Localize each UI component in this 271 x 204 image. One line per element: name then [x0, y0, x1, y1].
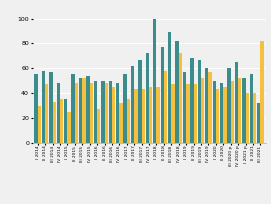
Bar — [260, 41, 264, 143]
Bar — [190, 58, 193, 143]
Bar — [198, 60, 201, 143]
Bar — [134, 89, 138, 143]
Bar — [97, 109, 101, 143]
Bar — [38, 105, 41, 143]
Bar — [116, 83, 119, 143]
Bar — [75, 83, 78, 143]
Bar — [64, 99, 67, 143]
Bar — [101, 81, 105, 143]
Bar — [186, 84, 189, 143]
Bar — [193, 84, 197, 143]
Bar — [45, 84, 49, 143]
Bar — [156, 87, 160, 143]
Bar — [171, 84, 175, 143]
Bar — [131, 66, 134, 143]
Bar — [82, 78, 86, 143]
Bar — [109, 81, 112, 143]
Bar — [86, 76, 90, 143]
Bar — [216, 89, 219, 143]
Bar — [79, 78, 82, 143]
Bar — [205, 68, 208, 143]
Bar — [242, 78, 246, 143]
Bar — [250, 74, 253, 143]
Bar — [257, 103, 260, 143]
Bar — [105, 83, 108, 143]
Bar — [238, 78, 241, 143]
Bar — [146, 53, 149, 143]
Bar — [49, 72, 53, 143]
Bar — [246, 93, 249, 143]
Bar — [223, 87, 227, 143]
Bar — [60, 99, 63, 143]
Bar — [168, 32, 171, 143]
Bar — [183, 72, 186, 143]
Bar — [149, 87, 152, 143]
Bar — [253, 93, 256, 143]
Bar — [72, 74, 75, 143]
Bar — [164, 71, 167, 143]
Bar — [235, 62, 238, 143]
Bar — [208, 72, 212, 143]
Bar — [212, 81, 216, 143]
Bar — [160, 47, 164, 143]
Bar — [112, 87, 115, 143]
Bar — [90, 83, 93, 143]
Bar — [42, 71, 45, 143]
Bar — [201, 78, 204, 143]
Bar — [127, 99, 130, 143]
Bar — [119, 103, 123, 143]
Bar — [124, 74, 127, 143]
Bar — [179, 53, 182, 143]
Bar — [142, 89, 145, 143]
Bar — [34, 74, 38, 143]
Bar — [227, 68, 231, 143]
Bar — [153, 19, 156, 143]
Bar — [138, 60, 142, 143]
Bar — [231, 81, 234, 143]
Bar — [220, 83, 223, 143]
Bar — [57, 83, 60, 143]
Bar — [175, 41, 179, 143]
Bar — [94, 81, 97, 143]
Bar — [53, 102, 56, 143]
Bar — [67, 112, 71, 143]
